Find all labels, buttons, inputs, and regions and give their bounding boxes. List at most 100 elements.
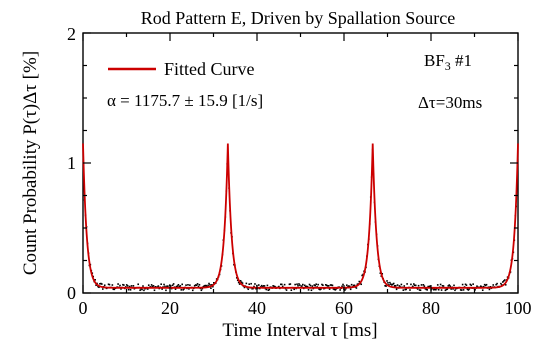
data-point (133, 287, 136, 290)
data-point (444, 289, 447, 292)
data-point (485, 283, 488, 286)
plot-frame (82, 32, 519, 294)
data-point (212, 285, 214, 288)
data-point (502, 281, 504, 283)
data-point (152, 285, 155, 287)
data-point (465, 284, 468, 286)
data-point (484, 284, 487, 287)
data-point (248, 283, 251, 285)
data-point (472, 283, 474, 285)
data-point (320, 288, 322, 290)
data-point (100, 282, 102, 285)
data-point (137, 283, 139, 286)
data-point (461, 283, 464, 286)
data-point (209, 284, 211, 286)
data-point (393, 285, 396, 287)
data-point (302, 283, 304, 286)
data-point (183, 288, 185, 290)
data-point (101, 288, 104, 290)
data-point (396, 284, 399, 286)
data-point (329, 284, 332, 286)
y-tick-label: 0 (67, 283, 76, 303)
data-point (111, 284, 114, 286)
data-point (433, 289, 435, 291)
data-point (319, 288, 321, 291)
data-point (335, 288, 338, 290)
data-point (182, 289, 184, 291)
data-points (82, 148, 518, 292)
data-point (211, 284, 213, 286)
data-point (181, 283, 184, 286)
data-point (356, 283, 359, 286)
data-point (304, 285, 307, 288)
x-tick-label: 60 (335, 298, 353, 318)
data-point (147, 284, 150, 286)
data-point (113, 288, 116, 291)
data-point (171, 284, 174, 287)
data-point (420, 284, 423, 286)
data-point (481, 289, 484, 291)
data-point (417, 284, 420, 287)
data-point (402, 289, 405, 291)
data-point (237, 281, 240, 284)
data-point (480, 285, 482, 287)
data-point (95, 284, 97, 287)
data-point (405, 288, 407, 291)
data-point (309, 284, 312, 287)
data-point (263, 285, 266, 287)
data-point (240, 281, 243, 284)
data-point (452, 288, 454, 290)
data-point (348, 285, 351, 288)
data-point (483, 283, 486, 286)
data-point (361, 274, 363, 277)
data-point (492, 284, 495, 286)
data-point (439, 283, 442, 286)
data-point (164, 285, 166, 288)
data-point (257, 284, 260, 286)
data-point (245, 282, 248, 285)
data-point (187, 284, 189, 286)
data-point (235, 277, 238, 279)
data-point (503, 279, 506, 281)
data-point (146, 288, 149, 290)
data-point (330, 284, 333, 286)
data-point (213, 282, 215, 284)
data-point (409, 289, 411, 291)
data-point (262, 285, 265, 287)
data-point (387, 282, 389, 284)
data-point (353, 284, 356, 287)
detector-annotation: BF3 #1 (424, 51, 472, 73)
data-point (281, 285, 284, 288)
chart-title: Rod Pattern E, Driven by Spallation Sour… (141, 8, 455, 28)
data-point (236, 279, 239, 282)
data-point (416, 288, 419, 290)
data-point (425, 288, 428, 291)
data-point (241, 282, 244, 284)
data-point (464, 283, 467, 286)
data-point (307, 289, 310, 291)
data-point (450, 288, 452, 290)
data-point (345, 287, 347, 290)
data-point (341, 285, 343, 288)
data-point (500, 282, 502, 285)
data-point (243, 286, 246, 289)
data-point (278, 285, 280, 288)
data-point (195, 284, 198, 287)
data-point (166, 285, 168, 288)
data-point (468, 288, 471, 290)
data-point (285, 289, 288, 291)
data-point (283, 283, 286, 286)
data-point (165, 289, 167, 292)
data-point (268, 288, 271, 291)
data-point (495, 283, 497, 286)
data-point (267, 289, 270, 291)
data-point (288, 283, 291, 286)
data-point (139, 289, 141, 292)
data-point (489, 285, 492, 288)
data-point (126, 285, 129, 287)
data-point (326, 285, 329, 287)
data-point (266, 284, 269, 287)
data-point (298, 283, 300, 285)
x-tick-label: 40 (248, 298, 266, 318)
